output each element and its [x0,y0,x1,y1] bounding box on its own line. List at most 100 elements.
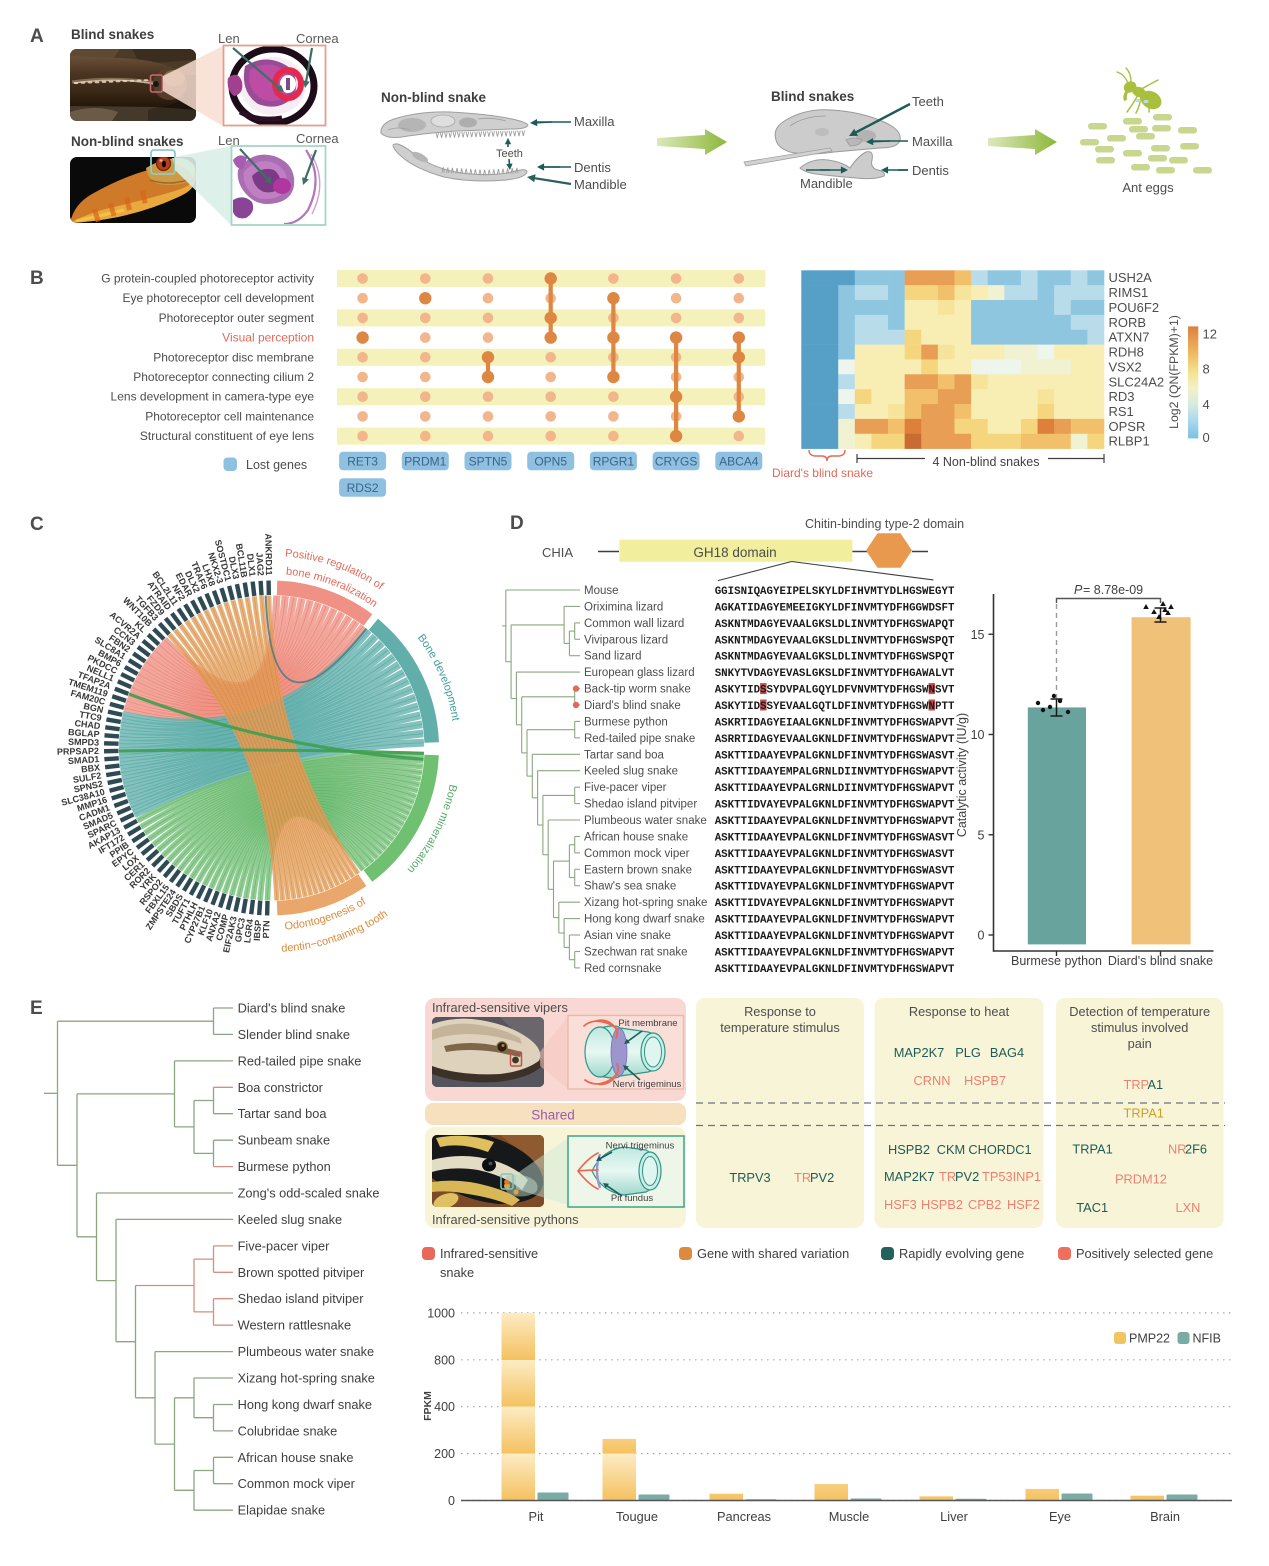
svg-text:Plumbeous water snake: Plumbeous water snake [238,1344,375,1359]
svg-text:ATXN7: ATXN7 [1109,330,1150,345]
svg-text:Asian vine snake: Asian vine snake [584,930,671,942]
svg-text:SNKYTVDAGYEVASLGKSLDFINVMTYDFH: SNKYTVDAGYEVASLGKSLDFINVMTYDFHGAWALVT [715,668,955,680]
svg-text:PLG: PLG [955,1045,981,1060]
svg-text:PV2: PV2 [810,1170,834,1185]
svg-text:Pit fundus: Pit fundus [611,1193,653,1204]
svg-text:RPGR1: RPGR1 [593,455,635,469]
svg-text:Dentis: Dentis [912,163,949,178]
svg-text:ASKTTIDAAYEVPALGRNLDIINVMTYDFH: ASKTTIDAAYEVPALGRNLDIINVMTYDFHGSWAPVT [715,783,955,795]
svg-text:ASKTTIDVAYEVPALGKNLDFINVMTYDFH: ASKTTIDVAYEVPALGKNLDFINVMTYDFHGSWAPVT [715,898,955,910]
svg-text:D: D [510,513,524,534]
svg-text:temperature stimulus: temperature stimulus [720,1020,839,1035]
svg-text:African house snake: African house snake [238,1450,354,1465]
svg-text:A: A [30,26,44,47]
svg-text:Shared: Shared [531,1108,575,1123]
svg-text:Brain: Brain [1150,1509,1180,1524]
svg-text:Photoreceptor cell maintenance: Photoreceptor cell maintenance [145,409,314,423]
svg-text:Plumbeous water snake: Plumbeous water snake [584,815,707,827]
svg-text:SMPD3: SMPD3 [68,737,99,748]
svg-text:ASRRTIDAGYEVAALGKNLDFINVMTYDFH: ASRRTIDAGYEVAALGKNLDFINVMTYDFHGSWAPVT [715,734,955,746]
svg-text:Positively selected gene: Positively selected gene [1076,1246,1213,1261]
svg-text:Visual perception: Visual perception [222,331,314,345]
svg-text:Mandible: Mandible [574,177,627,192]
svg-text:HSPB2: HSPB2 [921,1197,963,1212]
svg-text:HSPB7: HSPB7 [964,1073,1006,1088]
svg-text:ASKTTIDAAYEVPALGKNLDFINVMTYDFH: ASKTTIDAAYEVPALGKNLDFINVMTYDFHGSWAPVT [715,816,955,828]
svg-text:HSPB2: HSPB2 [888,1142,930,1157]
svg-text:Pancreas: Pancreas [717,1509,771,1524]
svg-text:BAG4: BAG4 [990,1045,1024,1060]
svg-text:Muscle: Muscle [829,1509,870,1524]
svg-text:CHIA: CHIA [542,545,573,560]
svg-text:Ant eggs: Ant eggs [1122,180,1174,195]
svg-text:200: 200 [434,1447,455,1461]
svg-text:ASKTTIDAAYEVPALGKNLDFINVMTYDFH: ASKTTIDAAYEVPALGKNLDFINVMTYDFHGSWAPVT [715,931,955,943]
svg-text:Oriximina lizard: Oriximina lizard [584,601,663,613]
svg-text:TRPV3: TRPV3 [729,1170,770,1185]
svg-text:TRPA1: TRPA1 [1072,1142,1112,1157]
svg-text:Log2 (QN(FPKM)+1): Log2 (QN(FPKM)+1) [1167,315,1181,429]
svg-text:Diard's blind snake: Diard's blind snake [772,466,873,480]
svg-text:Pit: Pit [529,1509,544,1524]
svg-text:Rapidly evolving gene: Rapidly evolving gene [899,1246,1024,1261]
svg-text:Keeled slug snake: Keeled slug snake [584,766,678,778]
svg-text:ASKTTIDAAYEVPALGKNLDFINVMTYDFH: ASKTTIDAAYEVPALGKNLDFINVMTYDFHGSWASVT [715,865,955,877]
svg-text:ASKTTIDAAYEVPALGKNLDFINVMTYDFH: ASKTTIDAAYEVPALGKNLDFINVMTYDFHGSWASVT [715,832,955,844]
svg-text:Maxilla: Maxilla [912,134,953,149]
svg-text:Western rattlesnake: Western rattlesnake [238,1318,352,1333]
svg-text:Non-blind snakes: Non-blind snakes [71,134,184,149]
svg-text:LXN: LXN [1176,1200,1201,1215]
svg-text:Eye: Eye [1049,1509,1071,1524]
svg-text:Back-tip worm snake: Back-tip worm snake [584,684,691,696]
svg-text:Pit membrane: Pit membrane [618,1018,677,1029]
svg-text:stimulus involved: stimulus involved [1091,1020,1188,1035]
svg-text:RLBP1: RLBP1 [1109,434,1150,449]
svg-text:Brown spotted pitviper: Brown spotted pitviper [238,1265,365,1280]
svg-text:TTC9: TTC9 [79,709,103,723]
svg-text:CPB2: CPB2 [968,1197,1001,1212]
svg-text:Shaw's sea snake: Shaw's sea snake [584,881,676,893]
svg-text:ASKYTIDSSYEVAALGQTLDFINVMTYDFH: ASKYTIDSSYEVAALGQTLDFINVMTYDFHGSWNPTT [715,701,955,713]
svg-text:RDH8: RDH8 [1109,345,1144,360]
svg-text:CRNN: CRNN [914,1073,951,1088]
svg-text:DLX3: DLX3 [227,556,242,581]
svg-text:Cornea: Cornea [296,131,339,146]
svg-text:TRP: TRP [1124,1077,1150,1092]
svg-text:SMAD1: SMAD1 [68,754,100,766]
svg-text:OPN5: OPN5 [534,455,567,469]
svg-text:ASKTTIDAAYEVPALGKNLDFINVMTYDFH: ASKTTIDAAYEVPALGKNLDFINVMTYDFHGSWAPVT [715,964,955,976]
svg-text:C: C [30,514,44,535]
svg-text:RS1: RS1 [1109,404,1134,419]
svg-text:12: 12 [1203,327,1217,342]
svg-text:USH2A: USH2A [1109,270,1153,285]
svg-text:ASKNTMDAGYEVAALGKSLDLINVMTYDFH: ASKNTMDAGYEVAALGKSLDLINVMTYDFHGSWAPQT [715,619,955,631]
svg-text:GGISNIQAGYEIPELSKYLDFIHVMTYDLH: GGISNIQAGYEIPELSKYLDFIHVMTYDLHGSWEGYT [715,586,955,598]
svg-text:TR: TR [939,1169,956,1184]
svg-text:JAG2: JAG2 [254,552,265,576]
svg-text:Five-pacer viper: Five-pacer viper [238,1238,330,1253]
svg-text:MAP2K7: MAP2K7 [884,1169,935,1184]
svg-text:Elapidae snake: Elapidae snake [238,1503,326,1518]
svg-text:ASKTTIDAAYEVPALGKNLDFINVMTYDFH: ASKTTIDAAYEVPALGKNLDFINVMTYDFHGSWAPVT [715,915,955,927]
svg-text:ASKTTIDAAYEVPALGKNLDFINVMTYDFH: ASKTTIDAAYEVPALGKNLDFINVMTYDFHGSWASVT [715,750,955,762]
svg-text:Len: Len [218,31,240,46]
svg-text:MAP2K7: MAP2K7 [894,1045,945,1060]
svg-text:Diard's blind snake: Diard's blind snake [584,700,681,712]
svg-text:Hong kong dwarf snake: Hong kong dwarf snake [238,1397,372,1412]
svg-text:4 Non-blind snakes: 4 Non-blind snakes [932,455,1039,469]
svg-text:Keeled slug snake: Keeled slug snake [238,1212,343,1227]
svg-text:Five-pacer viper: Five-pacer viper [584,782,667,794]
svg-text:PMP22: PMP22 [1129,1332,1170,1346]
svg-text:IBSP: IBSP [252,920,264,942]
svg-text:ASKNTMDAGYEVAALGKSLDLINVMTYDFH: ASKNTMDAGYEVAALGKSLDLINVMTYDFHGSWSPQT [715,652,955,664]
svg-text:10: 10 [971,728,985,742]
svg-text:Structural constituent of eye: Structural constituent of eye lens [140,429,314,443]
svg-text:Photoreceptor outer segment: Photoreceptor outer segment [159,311,315,325]
svg-text:Shedao island pitviper: Shedao island pitviper [584,799,697,811]
svg-text:Response to: Response to [744,1004,816,1019]
svg-text:ASKRTIDAGYEIAALGKNLDFINVMTYDFH: ASKRTIDAGYEIAALGKNLDFINVMTYDFHGSWAPVT [715,717,955,729]
svg-text:Xizang hot-spring snake: Xizang hot-spring snake [584,897,707,909]
svg-text:pain: pain [1128,1036,1152,1051]
svg-text:ABCA4: ABCA4 [719,455,759,469]
svg-text:G protein-coupled photorecepto: G protein-coupled photoreceptor activity [101,272,314,286]
